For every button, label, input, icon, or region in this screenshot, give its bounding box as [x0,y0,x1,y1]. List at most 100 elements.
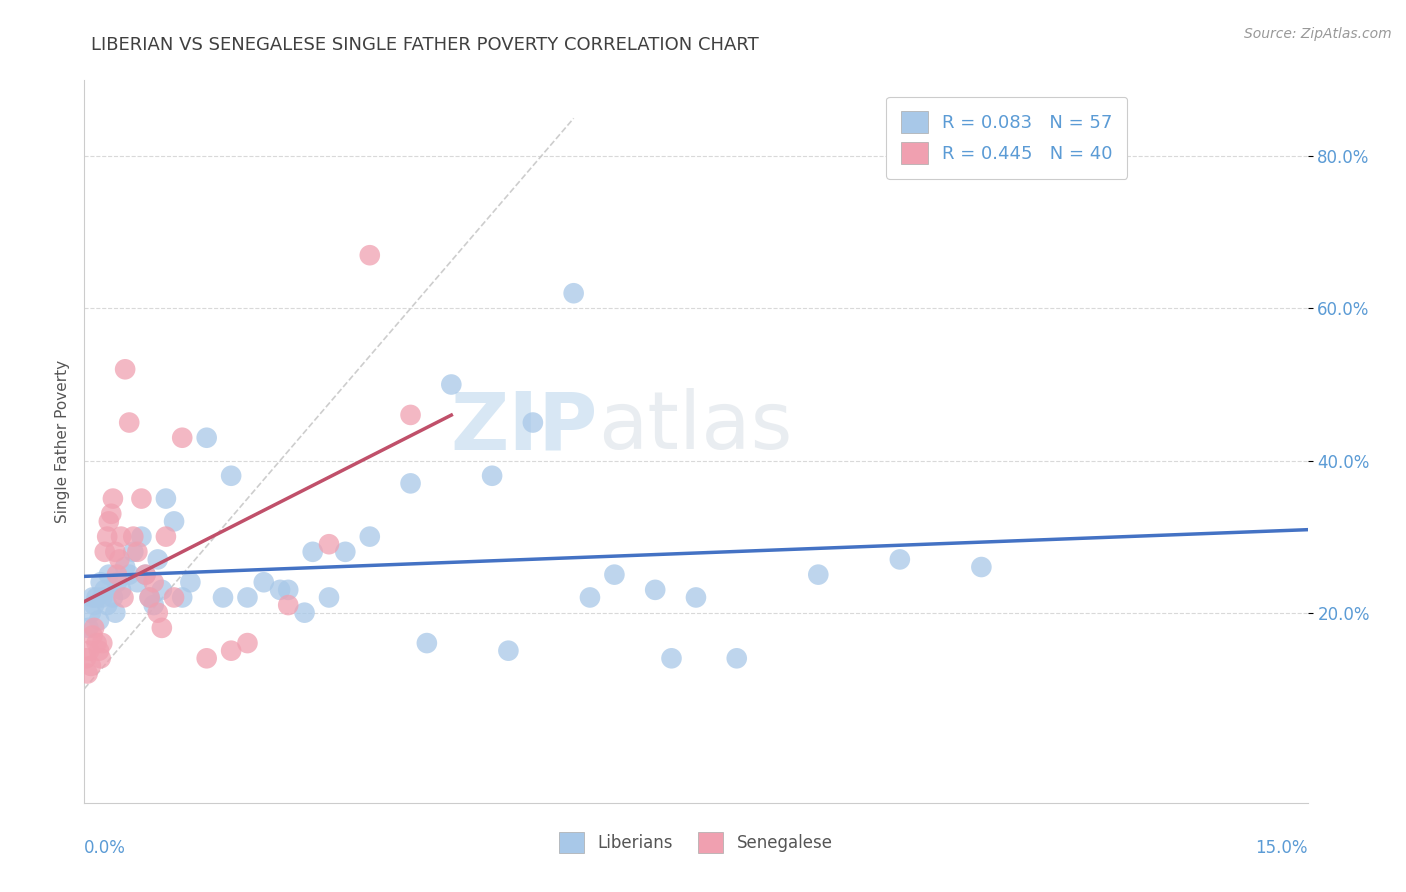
Point [82,628,104,642]
Point [155,491,177,506]
Point [236,591,259,605]
Point [76,666,98,681]
Point [97,515,120,529]
Point [172,591,194,605]
Point [96,598,118,612]
Point [301,545,323,559]
Point [86,636,108,650]
Point [146,606,169,620]
Text: atlas: atlas [598,388,793,467]
Point [277,582,299,597]
Point [138,591,160,605]
Point [889,552,911,566]
Point [104,545,127,559]
Point [481,468,503,483]
Point [150,621,173,635]
Point [82,591,104,605]
Point [97,567,120,582]
Text: 15.0%: 15.0% [1256,839,1308,857]
Point [87,613,110,627]
Point [725,651,748,665]
Point [195,431,218,445]
Point [195,651,218,665]
Point [399,408,422,422]
Point [294,606,316,620]
Point [93,582,115,597]
Text: 0.0%: 0.0% [84,839,127,857]
Point [122,530,145,544]
Point [440,377,463,392]
Point [105,567,128,582]
Point [91,591,114,605]
Point [219,468,242,483]
Point [163,591,186,605]
Point [269,582,291,597]
Point [155,530,177,544]
Point [318,537,340,551]
Point [399,476,422,491]
Point [219,643,242,657]
Point [87,643,110,657]
Point [416,636,439,650]
Point [110,582,132,597]
Point [138,591,160,605]
Point [318,591,340,605]
Point [142,598,165,612]
Point [146,552,169,566]
Point [90,575,112,590]
Point [135,567,157,582]
Point [77,643,100,657]
Point [142,575,165,590]
Point [118,416,141,430]
Text: ZIP: ZIP [451,388,598,467]
Point [127,545,149,559]
Text: Source: ZipAtlas.com: Source: ZipAtlas.com [1244,27,1392,41]
Point [212,591,235,605]
Point [114,362,136,376]
Point [359,248,381,262]
Point [101,491,124,506]
Point [685,591,707,605]
Point [90,651,112,665]
Point [110,530,132,544]
Point [101,591,124,605]
Point [172,431,194,445]
Point [86,591,108,605]
Point [83,598,105,612]
Point [135,567,157,582]
Point [150,582,173,597]
Point [122,545,145,559]
Legend: Liberians, Senegalese: Liberians, Senegalese [553,826,839,860]
Point [77,621,100,635]
Text: LIBERIAN VS SENEGALESE SINGLE FATHER POVERTY CORRELATION CHART: LIBERIAN VS SENEGALESE SINGLE FATHER POV… [91,36,759,54]
Point [96,530,118,544]
Y-axis label: Single Father Poverty: Single Father Poverty [55,360,70,523]
Point [179,575,201,590]
Point [579,591,602,605]
Point [127,575,149,590]
Point [644,582,666,597]
Point [603,567,626,582]
Point [100,507,122,521]
Point [80,606,103,620]
Point [131,491,153,506]
Point [83,621,105,635]
Point [807,567,830,582]
Point [661,651,683,665]
Point [118,567,141,582]
Point [80,659,103,673]
Point [522,416,544,430]
Point [562,286,585,301]
Point [114,560,136,574]
Point [105,575,128,590]
Point [163,515,186,529]
Point [104,606,127,620]
Point [131,530,153,544]
Point [359,530,381,544]
Point [236,636,259,650]
Point [253,575,276,590]
Point [93,545,115,559]
Point [108,552,131,566]
Point [75,651,97,665]
Point [970,560,993,574]
